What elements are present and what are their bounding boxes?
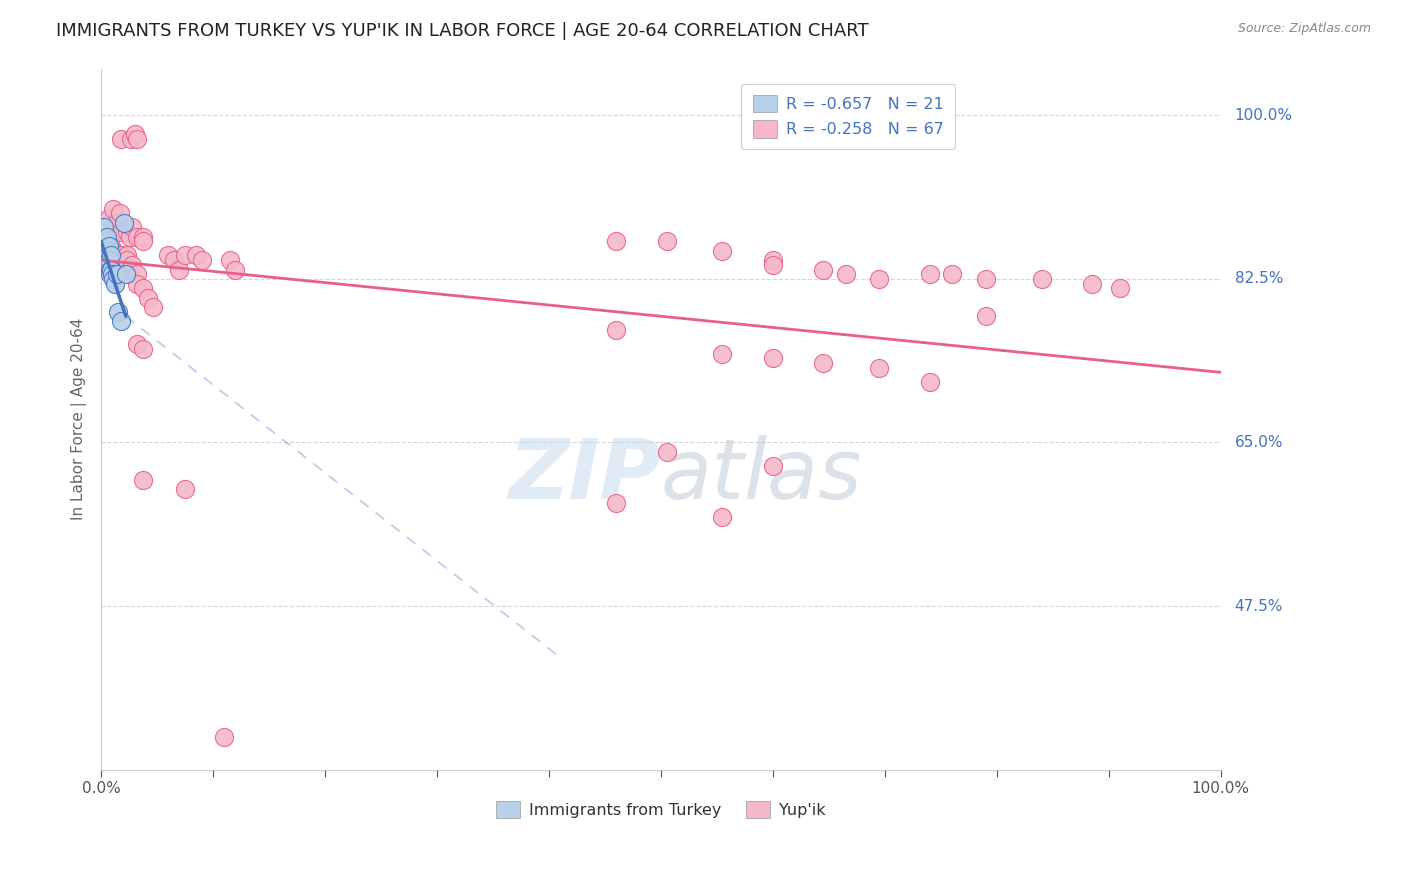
Point [103, 202, 125, 216]
Point [868, 272, 890, 286]
Point [121, 220, 143, 235]
Point [813, 262, 835, 277]
Point [98, 211, 121, 226]
Point [100, 262, 122, 277]
Point [762, 253, 785, 268]
Point [605, 323, 627, 337]
Text: 100.0%: 100.0% [1234, 108, 1292, 123]
Point [125, 229, 148, 244]
Point [762, 258, 785, 272]
Text: 65.0%: 65.0% [1234, 435, 1284, 450]
Point [103, 272, 125, 286]
Point [97, 258, 120, 272]
Point [186, 248, 208, 262]
Point [98, 262, 121, 277]
Legend: Immigrants from Turkey, Yup'ik: Immigrants from Turkey, Yup'ik [489, 795, 832, 825]
Point [93, 220, 115, 235]
Point [218, 253, 240, 268]
Point [834, 267, 856, 281]
Point [125, 277, 148, 291]
Point [191, 253, 214, 268]
Point [125, 337, 148, 351]
Point [1109, 281, 1132, 295]
Point [711, 346, 734, 360]
Point [131, 235, 153, 249]
Point [96, 229, 118, 244]
Point [110, 248, 132, 262]
Point [605, 235, 627, 249]
Point [131, 342, 153, 356]
Text: IMMIGRANTS FROM TURKEY VS YUP'IK IN LABOR FORCE | AGE 20-64 CORRELATION CHART: IMMIGRANTS FROM TURKEY VS YUP'IK IN LABO… [56, 22, 869, 40]
Point [174, 482, 197, 496]
Point [98, 239, 121, 253]
Point [98, 267, 121, 281]
Point [120, 229, 142, 244]
Text: 47.5%: 47.5% [1234, 599, 1282, 614]
Point [605, 496, 627, 510]
Point [103, 277, 125, 291]
Text: atlas: atlas [661, 434, 862, 516]
Point [131, 473, 153, 487]
Point [224, 262, 246, 277]
Point [114, 267, 136, 281]
Point [142, 300, 165, 314]
Point [762, 458, 785, 473]
Point [98, 253, 121, 268]
Point [131, 281, 153, 295]
Point [157, 248, 180, 262]
Point [868, 360, 890, 375]
Text: ZIP: ZIP [509, 434, 661, 516]
Point [101, 267, 124, 281]
Point [112, 216, 135, 230]
Point [105, 248, 128, 262]
Point [136, 291, 159, 305]
Point [96, 244, 118, 258]
Point [711, 244, 734, 258]
Point [174, 248, 197, 262]
Point [120, 131, 142, 145]
Point [918, 267, 941, 281]
Point [131, 229, 153, 244]
Point [110, 131, 132, 145]
Point [108, 248, 131, 262]
Point [97, 248, 120, 262]
Point [214, 730, 236, 744]
Point [124, 127, 146, 141]
Point [918, 375, 941, 389]
Point [105, 216, 128, 230]
Point [974, 310, 997, 324]
Point [655, 235, 678, 249]
Y-axis label: In Labor Force | Age 20-64: In Labor Force | Age 20-64 [72, 318, 87, 520]
Point [1031, 272, 1053, 286]
Point [115, 248, 138, 262]
Point [105, 267, 128, 281]
Text: Source: ZipAtlas.com: Source: ZipAtlas.com [1237, 22, 1371, 36]
Point [103, 244, 125, 258]
Point [94, 235, 117, 249]
Point [655, 445, 678, 459]
Point [711, 510, 734, 524]
Point [762, 351, 785, 366]
Point [974, 272, 997, 286]
Point [125, 267, 148, 281]
Point [121, 258, 143, 272]
Point [115, 225, 138, 239]
Point [120, 262, 142, 277]
Point [110, 314, 132, 328]
Point [813, 356, 835, 370]
Point [163, 253, 186, 268]
Text: 82.5%: 82.5% [1234, 271, 1282, 286]
Point [110, 225, 132, 239]
Point [108, 206, 131, 220]
Point [941, 267, 963, 281]
Point [169, 262, 191, 277]
Point [1081, 277, 1104, 291]
Point [100, 239, 122, 253]
Point [125, 131, 148, 145]
Point [94, 248, 117, 262]
Point [107, 304, 129, 318]
Point [100, 248, 122, 262]
Point [115, 253, 138, 268]
